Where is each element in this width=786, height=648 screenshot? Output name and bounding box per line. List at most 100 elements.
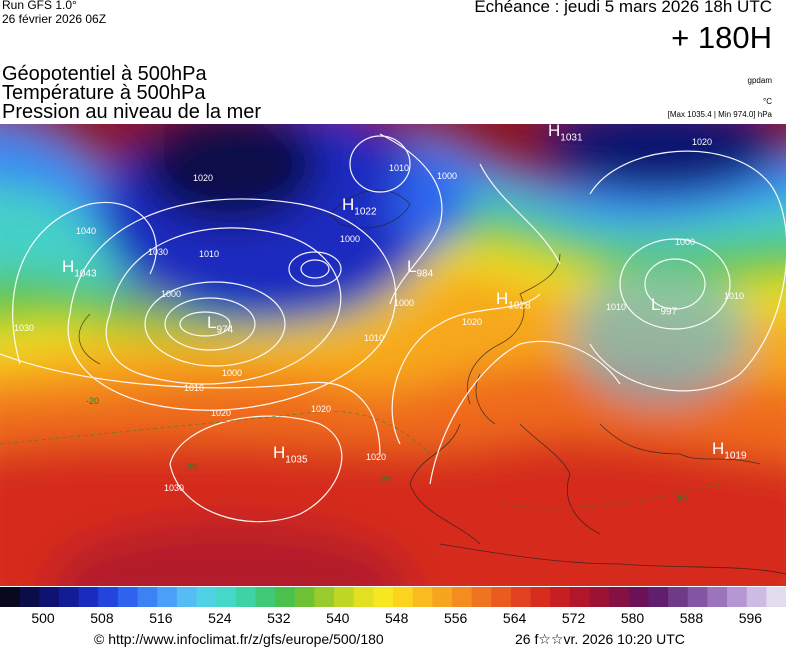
high-pressure-label: H1022 [342, 195, 377, 218]
colorbar-swatch [294, 587, 315, 607]
colorbar-swatch [0, 587, 21, 607]
isotherm-label: -20 [184, 462, 198, 472]
source-url[interactable]: © http://www.infoclimat.fr/z/gfs/europe/… [94, 631, 384, 647]
colorbar-swatch [19, 587, 40, 607]
colorbar-swatch [98, 587, 119, 607]
colorbar-swatch [746, 587, 767, 607]
colorbar-tick-label: 532 [267, 610, 291, 626]
colorbar-swatch [353, 587, 374, 607]
geopotential-field [0, 124, 786, 586]
colorbar-swatch [39, 587, 60, 607]
colorbar-tick-label: 572 [561, 610, 586, 626]
colorbar-tick-label: 524 [208, 610, 232, 626]
colorbar-swatch [58, 587, 80, 607]
isobars [0, 133, 786, 523]
colorbar-swatch [78, 587, 99, 607]
run-date: 26 février 2026 06Z [2, 12, 107, 26]
colorbar-swatch [117, 587, 139, 607]
isobar-label: 1000 [222, 368, 243, 378]
colorbar-swatch [255, 587, 276, 607]
low-pressure-label: L974 [207, 313, 234, 336]
colorbar-swatch [766, 587, 786, 607]
isobar-label: 1030 [14, 323, 35, 333]
colorbar-swatch [510, 587, 532, 607]
isobar-label: 1030 [148, 247, 169, 257]
isobar-label: 1030 [164, 483, 185, 493]
colorbar-swatch [412, 587, 433, 607]
colorbar-swatch [451, 587, 473, 607]
colorbar-swatch [314, 587, 335, 607]
colorbar-swatch [628, 587, 649, 607]
forecast-hour: + 180H [671, 20, 772, 55]
isobar-label: 1000 [161, 289, 182, 299]
isobar-label: 1000 [394, 298, 415, 308]
colorbar-swatch [648, 587, 669, 607]
colorbar-swatch [727, 587, 748, 607]
colorbar-swatch [432, 587, 453, 607]
colorbar-swatch [196, 587, 217, 607]
colorbar-swatch [589, 587, 610, 607]
isotherm-label: -20 [86, 396, 100, 406]
colorbar-swatch [530, 587, 551, 607]
colorbar-swatch [176, 587, 197, 607]
colorbar-swatch [373, 587, 394, 607]
colorbar-tick-label: 548 [385, 610, 409, 626]
isobar-label: 1000 [437, 171, 458, 181]
colorbar-swatch [157, 587, 178, 607]
isobar-label: 1020 [366, 452, 387, 462]
colorbar-swatch [668, 587, 689, 607]
high-pressure-label: H1031 [548, 121, 583, 144]
colorbar-swatch [491, 587, 512, 607]
isobar-label: 1010 [184, 383, 205, 393]
isobar-label: 1010 [606, 302, 627, 312]
colorbar-swatch [687, 587, 708, 607]
unit-pressure-range: [Max 1035.4 | Min 974.0] hPa [667, 110, 772, 119]
isobar-label: 1000 [340, 234, 361, 244]
isobar-label: 1020 [193, 173, 214, 183]
colorbar-tick-label: 556 [443, 610, 468, 626]
colorbar-swatch [275, 587, 296, 607]
isotherms [0, 411, 721, 509]
colorbar-swatch [609, 587, 630, 607]
colorbar-tick-label: 564 [502, 610, 527, 626]
title-pressure: Pression au niveau de la mer [2, 101, 262, 123]
isobar-label: 1020 [311, 404, 332, 414]
unit-temperature: °C [763, 97, 772, 106]
isobar-label: 1020 [462, 317, 483, 327]
high-pressure-label: H1035 [273, 443, 308, 466]
colorbar-tick-label: 580 [620, 610, 645, 626]
isobar-label: 1000 [675, 237, 696, 247]
low-pressure-label: L997 [651, 295, 678, 318]
high-pressure-label: H1043 [62, 257, 97, 280]
colorbar-tick-label: 596 [738, 610, 763, 626]
isotherm-label: -20 [378, 474, 392, 484]
title-temperature: Température à 500hPa [2, 82, 206, 104]
isobar-label: 1010 [364, 333, 385, 343]
isobar-label: 1010 [199, 249, 220, 259]
colorbar-tick-label: 508 [90, 610, 114, 626]
colorbar-swatch [569, 587, 590, 607]
colorbar-swatch [471, 587, 492, 607]
weather-map [0, 124, 786, 586]
colorbar-swatch [235, 587, 256, 607]
low-pressure-label: L984 [407, 257, 434, 280]
colorbar-swatch [137, 587, 158, 607]
colorbar [0, 587, 786, 607]
isobar-label: 1040 [76, 226, 97, 236]
unit-geopotential: gpdam [747, 76, 772, 85]
title-geopotential: Géopotentiel à 500hPa [2, 63, 207, 85]
colorbar-swatch [334, 587, 355, 607]
forecast-validity: Echéance : jeudi 5 mars 2026 18h UTC [474, 0, 772, 16]
run-label: Run GFS 1.0° [2, 0, 77, 12]
isobar-label: 1010 [724, 291, 745, 301]
colorbar-tick-label: 500 [31, 610, 55, 626]
generation-timestamp: 26 f☆☆vr. 2026 10:20 UTC [515, 631, 685, 647]
colorbar-swatch [216, 587, 237, 607]
isobar-label: 1020 [692, 137, 713, 147]
colorbar-tick-label: 516 [149, 610, 173, 626]
colorbar-tick-label: 588 [679, 610, 704, 626]
isobar-label: 1010 [389, 163, 410, 173]
high-pressure-label: H1019 [712, 439, 747, 462]
colorbar-swatch [393, 587, 414, 607]
high-pressure-label: H1028 [496, 289, 531, 312]
